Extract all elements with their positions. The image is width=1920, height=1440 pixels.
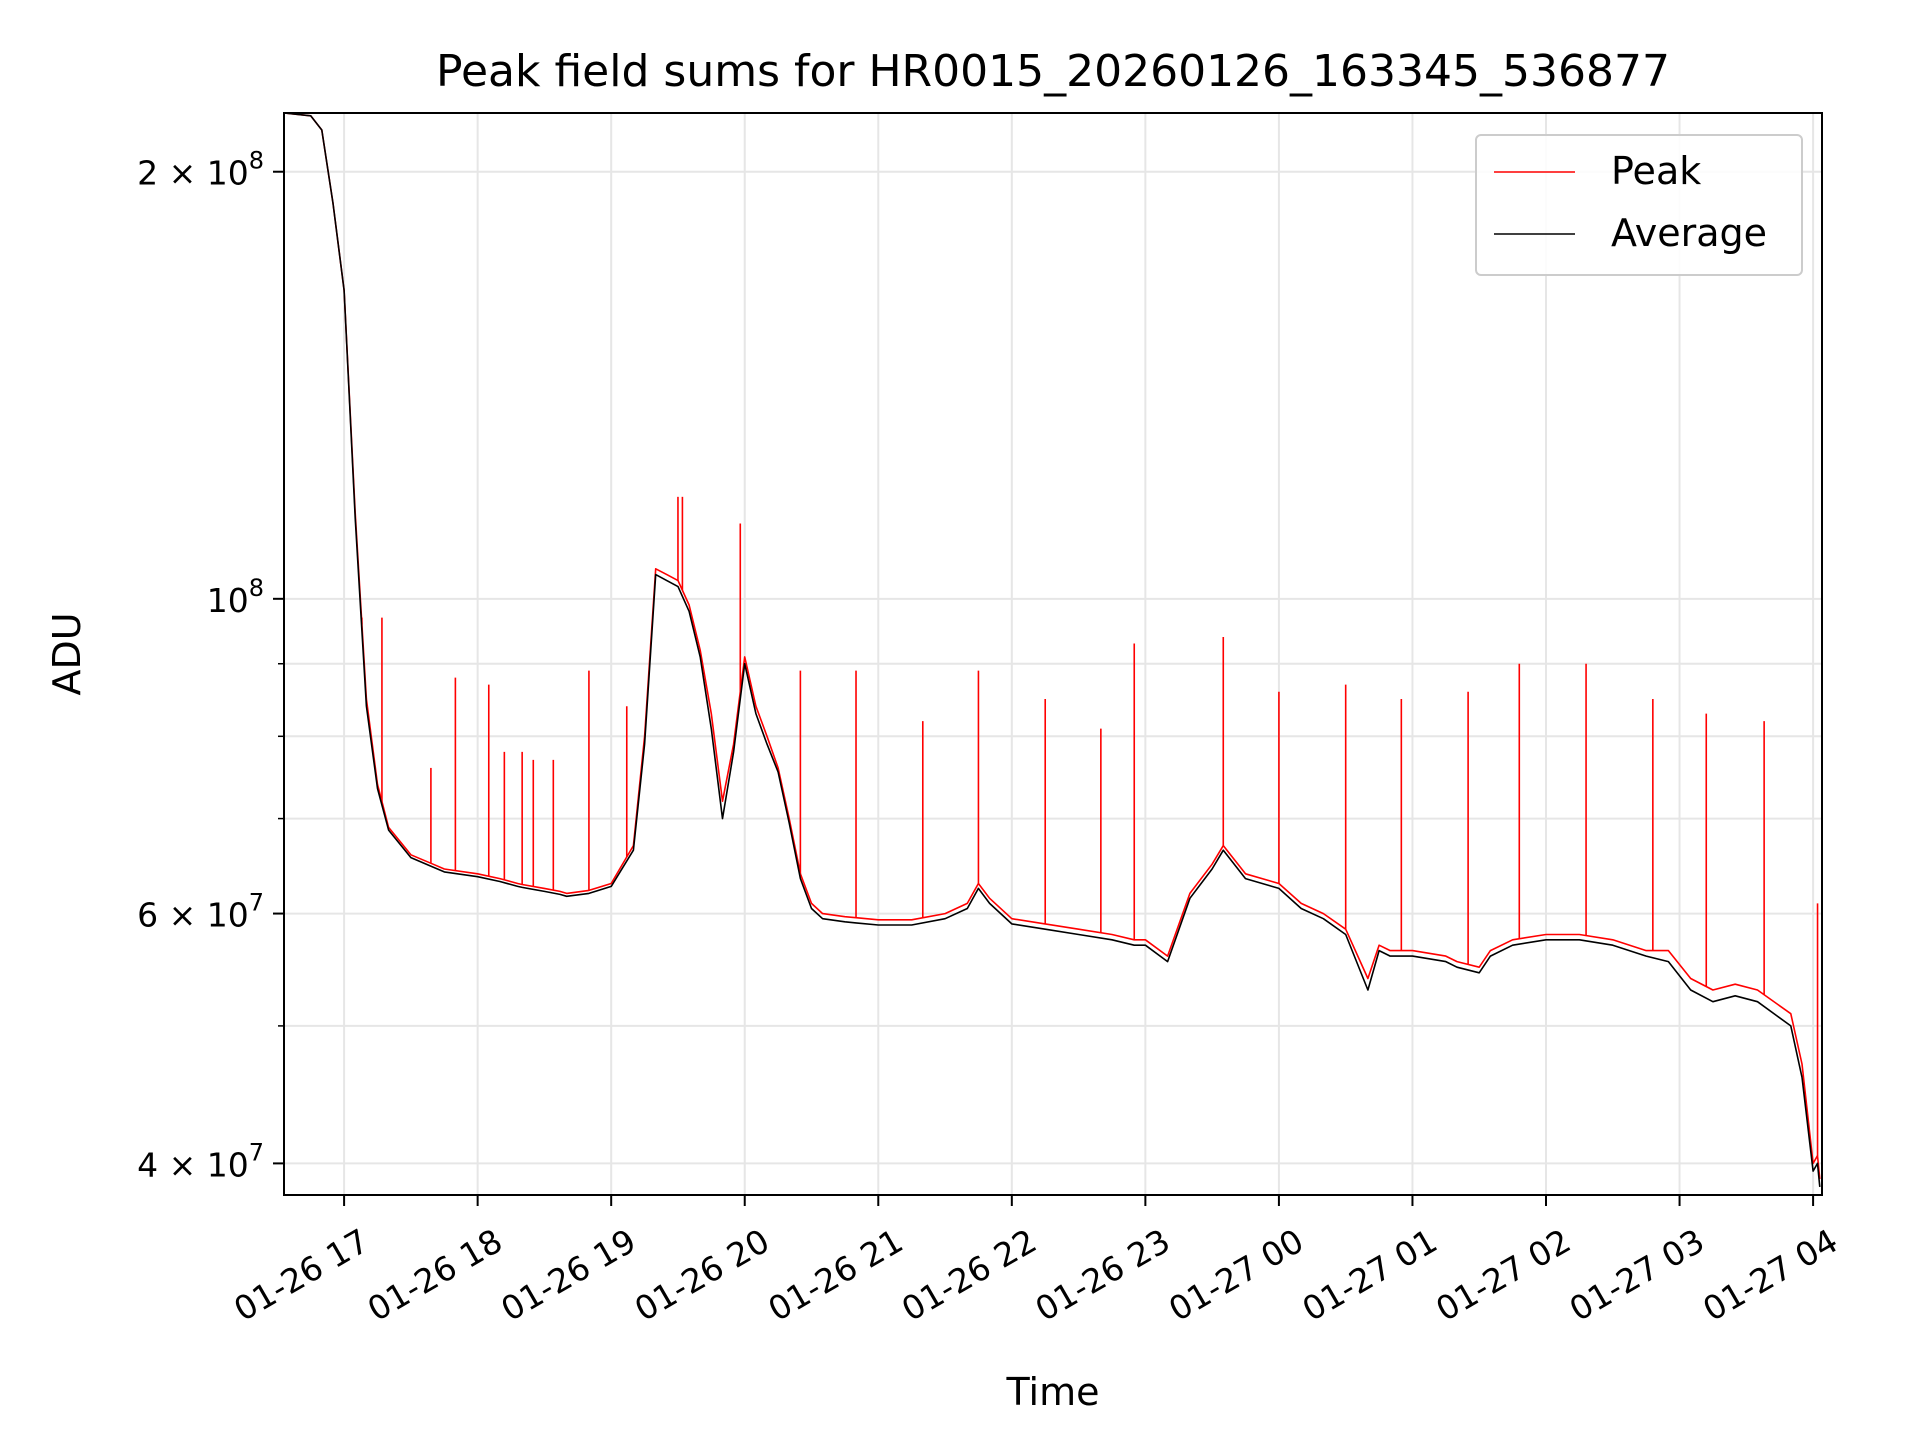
y-tick-label: 2 × 108 [137,147,264,193]
grid-lines [284,113,1822,1195]
legend-peak-label: Peak [1611,149,1701,193]
y-axis-label: ADU [45,612,89,695]
y-axis-ticks: 4 × 107 6 × 107 108 2 × 108 [137,147,284,1184]
y-tick-label: 4 × 107 [137,1138,264,1184]
x-axis-label: Time [1006,1370,1100,1414]
legend-average-label: Average [1611,211,1767,255]
peak-series-line [284,113,1821,1180]
y-tick-label: 108 [207,574,264,620]
average-series-line [284,113,1821,1187]
plot-area-frame [283,112,1823,1196]
legend: Peak Average [1475,134,1803,276]
legend-box [1475,134,1803,276]
y-tick-label: 6 × 107 [137,889,264,935]
chart-title: Peak field sums for HR0015_20260126_1633… [436,46,1670,97]
plot-series [284,113,1821,1187]
